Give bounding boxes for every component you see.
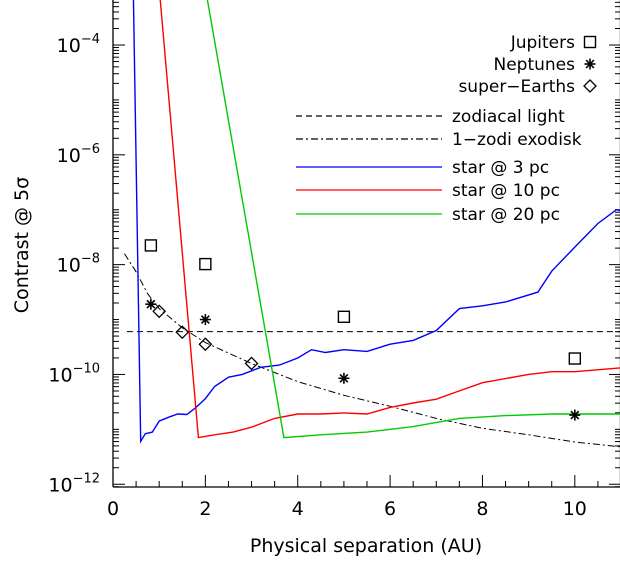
super-earths-point <box>244 356 259 371</box>
super-earths-point <box>175 325 190 340</box>
legend-symbol-neptunes <box>584 58 596 70</box>
y-tick-label: 10−10 <box>48 361 100 386</box>
legend-label-zodiacal-light: zodiacal light <box>452 107 565 127</box>
asterisk-stroke <box>570 410 580 420</box>
x-tick-label: 0 <box>107 498 119 520</box>
y-tick-label: 10−6 <box>57 142 100 167</box>
legend-label-star-10-pc: star @ 10 pc <box>452 181 560 201</box>
neptunes-point <box>569 409 581 421</box>
legend-label-star-3-pc: star @ 3 pc <box>452 158 549 178</box>
y-tick-label: 10−8 <box>57 252 100 277</box>
super-earths-point <box>152 304 167 319</box>
star-10-pc-line <box>159 0 620 439</box>
super-earths-point <box>198 337 213 352</box>
jupiters-point <box>568 352 582 365</box>
planet-markers <box>144 239 582 421</box>
asterisk-stroke <box>200 315 210 324</box>
legend-label-1-zodi-exodisk: 1−zodi exodisk <box>452 130 582 150</box>
y-axis-title: Contrast @ 5σ <box>11 177 33 313</box>
asterisk-stroke <box>339 373 349 383</box>
neptunes-point <box>199 314 211 326</box>
legend-label-star-20-pc: star @ 20 pc <box>452 205 560 225</box>
axis-ticks <box>112 1 620 488</box>
y-tick-label: 10−12 <box>48 471 100 496</box>
legend-label-jupiters: Jupiters <box>510 33 575 53</box>
x-tick-label: 8 <box>476 498 488 520</box>
y-tick-label: 10−4 <box>57 32 100 57</box>
asterisk-stroke <box>146 299 156 309</box>
star-3-pc-line <box>132 0 620 444</box>
legend-label-super-earths: super−Earths <box>458 77 575 97</box>
x-tick-label: 6 <box>384 498 396 520</box>
neptunes-point <box>338 372 350 384</box>
reference-lines <box>124 253 620 448</box>
asterisk-stroke <box>585 59 595 69</box>
x-tick-label: 4 <box>292 498 304 520</box>
neptunes-point <box>145 298 157 310</box>
x-axis-title: Physical separation (AU) <box>250 535 482 557</box>
jupiters-point <box>337 310 351 323</box>
legend-symbol-jupiters <box>583 35 597 49</box>
jupiters-point <box>144 239 158 252</box>
x-tick-label: 2 <box>199 498 211 520</box>
jupiters-point <box>199 257 212 271</box>
legend-symbol-super-earths <box>583 79 597 93</box>
axis-tick-labels: 0 2 4 6 8 10 10−12 10−10 10−8 10−6 10−4 <box>48 32 587 520</box>
legend-label-neptunes: Neptunes <box>494 55 576 75</box>
x-tick-label: 10 <box>563 498 587 520</box>
